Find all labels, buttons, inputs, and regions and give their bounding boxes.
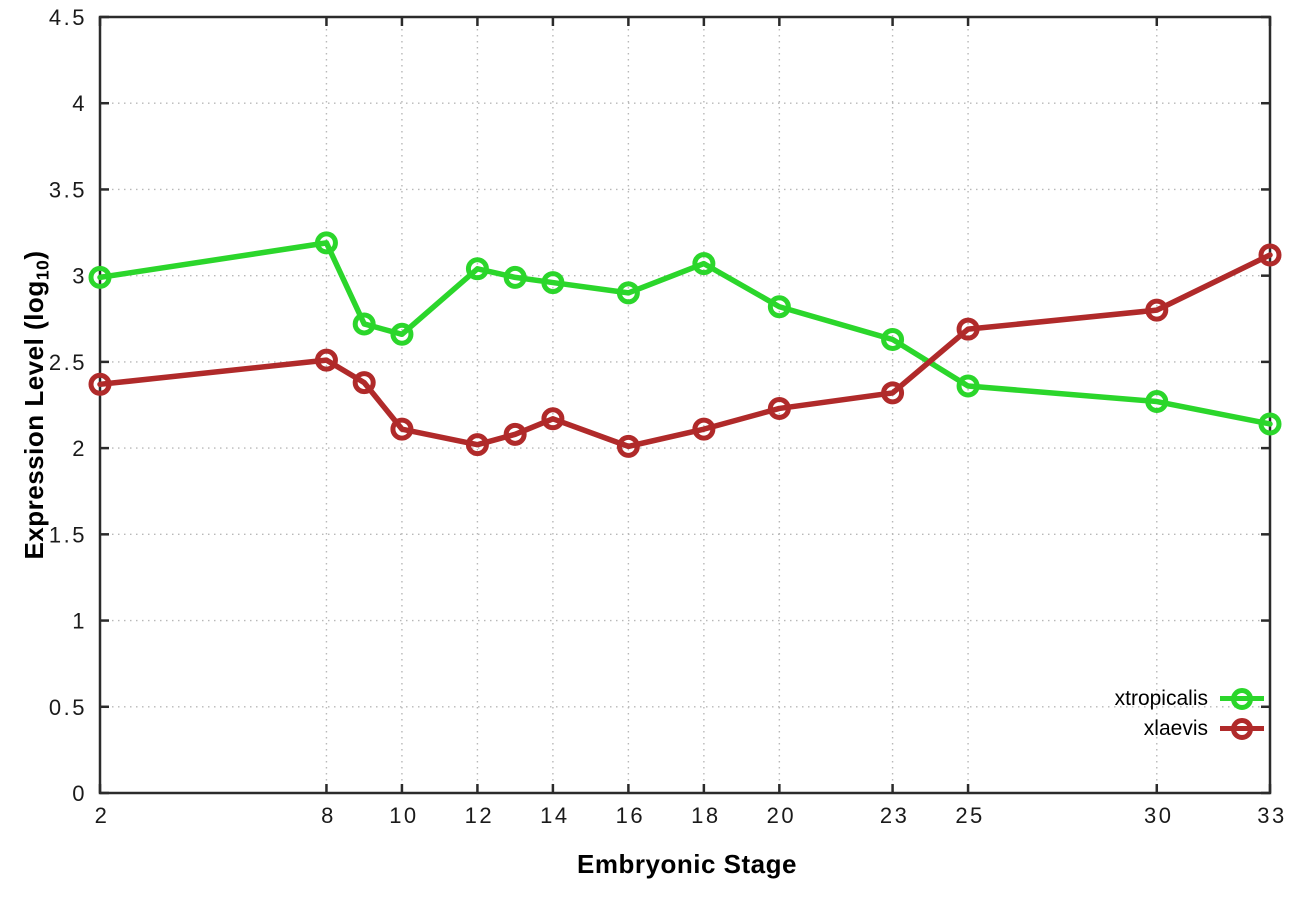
data-point-xlaevis-20 <box>767 396 791 420</box>
y-tick-label: 1.5 <box>49 522 87 547</box>
legend-item-xlaevis: xlaevis <box>1144 717 1264 740</box>
data-point-xlaevis-30 <box>1145 298 1169 322</box>
y-tick-label: 0.5 <box>49 695 87 720</box>
chart-legend: xtropicalis xlaevis <box>1115 687 1264 740</box>
xlaevis-marker-icon <box>1220 717 1264 740</box>
data-point-xtropicalis-30 <box>1145 390 1169 414</box>
y-tick-label: 0 <box>72 781 87 806</box>
x-tick-label: 12 <box>465 803 494 828</box>
y-tick-label: 3 <box>72 264 87 289</box>
data-point-xlaevis-16 <box>616 434 640 458</box>
legend-label-xtropicalis: xtropicalis <box>1114 687 1208 710</box>
series-xlaevis-line <box>97 252 1273 450</box>
data-point-xtropicalis-18 <box>692 252 716 276</box>
data-point-xlaevis-18 <box>692 417 716 441</box>
y-tick-label: 2.5 <box>49 350 87 375</box>
x-axis-title-text: Embryonic Stage <box>577 849 797 879</box>
data-point-xtropicalis-16 <box>616 281 640 305</box>
y-tick-label: 1 <box>72 609 87 634</box>
x-tick-label: 18 <box>691 803 720 828</box>
data-point-xlaevis-13 <box>503 422 527 446</box>
legend-item-xtropicalis: xtropicalis <box>1115 687 1264 710</box>
data-point-xtropicalis-12 <box>465 257 489 281</box>
data-point-xtropicalis-14 <box>541 271 565 295</box>
y-tick-label: 4.5 <box>49 5 87 30</box>
data-point-xlaevis-10 <box>390 417 414 441</box>
data-point-xtropicalis-9 <box>352 312 376 336</box>
series-xtropicalis-line <box>97 240 1273 427</box>
data-point-xtropicalis-33 <box>1258 412 1282 436</box>
data-point-xtropicalis-20 <box>767 295 791 319</box>
x-tick-label: 14 <box>540 803 569 828</box>
data-point-xlaevis-14 <box>541 407 565 431</box>
series-xtropicalis <box>88 231 1282 436</box>
y-tick-label: 2 <box>72 436 87 461</box>
x-axis-title: Embryonic Stage <box>487 849 887 880</box>
tick-marks <box>98 15 1272 795</box>
y-tick-label: 4 <box>72 91 87 116</box>
x-tick-label: 30 <box>1144 803 1173 828</box>
data-point-xlaevis-12 <box>465 433 489 457</box>
x-tick-label: 33 <box>1257 803 1286 828</box>
xtropicalis-marker-icon <box>1220 687 1264 710</box>
x-tick-label: 8 <box>321 803 336 828</box>
data-point-xlaevis-33 <box>1258 243 1282 267</box>
y-tick-label: 3.5 <box>49 177 87 202</box>
plot-grid <box>100 17 1270 793</box>
data-point-xtropicalis-23 <box>881 327 905 351</box>
data-point-xtropicalis-13 <box>503 265 527 289</box>
data-point-xtropicalis-8 <box>314 231 338 255</box>
legend-label-xlaevis: xlaevis <box>1143 717 1208 740</box>
data-point-xtropicalis-2 <box>88 265 112 289</box>
data-point-xlaevis-2 <box>88 372 112 396</box>
plot-border <box>98 15 1272 795</box>
data-point-xlaevis-23 <box>881 381 905 405</box>
data-point-xlaevis-9 <box>352 371 376 395</box>
tick-labels: 0 0.5 1 1.5 2 2.5 3 3.5 4 4.5 2 8 10 12 14 16 18 20 23 25 30… <box>49 5 1286 828</box>
data-point-xtropicalis-10 <box>390 322 414 346</box>
data-point-xtropicalis-25 <box>956 374 980 398</box>
data-point-xlaevis-25 <box>956 317 980 341</box>
x-tick-label: 25 <box>955 803 984 828</box>
x-tick-label: 23 <box>880 803 909 828</box>
series-xlaevis <box>88 243 1282 458</box>
x-tick-label: 2 <box>95 803 110 828</box>
x-tick-label: 16 <box>616 803 645 828</box>
data-point-xlaevis-8 <box>314 348 338 372</box>
x-tick-label: 20 <box>767 803 796 828</box>
x-tick-label: 10 <box>389 803 418 828</box>
